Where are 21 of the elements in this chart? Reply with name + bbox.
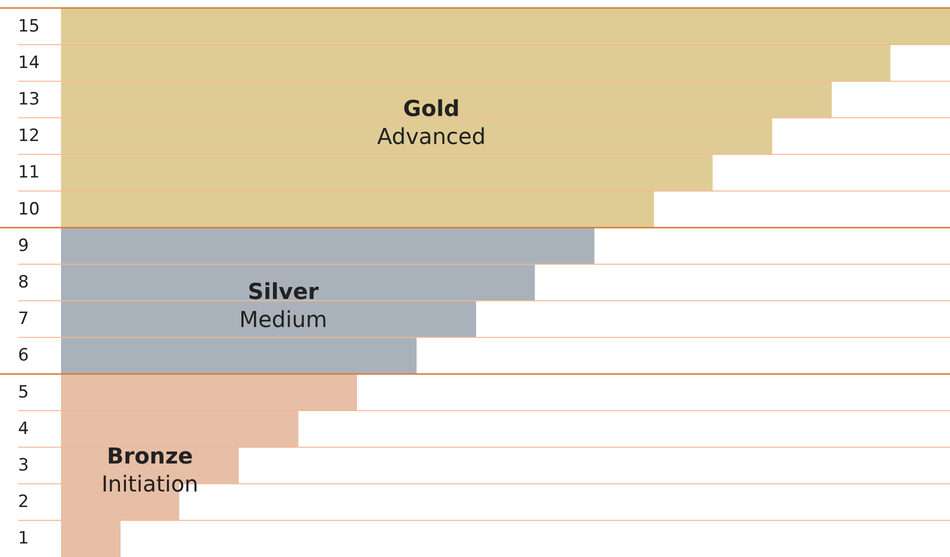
y-tick-label: 12: [18, 126, 40, 146]
y-tick-label: 6: [18, 346, 29, 366]
annotation: Advanced: [377, 124, 486, 150]
y-tick-label: 1: [18, 528, 29, 549]
series-label: Bronze: [106, 444, 193, 470]
y-tick-label: 5: [18, 382, 29, 402]
y-tick-label: 11: [18, 162, 40, 183]
y-tick-label: 10: [18, 199, 40, 220]
series-label: Gold: [403, 96, 460, 122]
y-tick-label: 15: [18, 16, 40, 36]
annotation: Initiation: [101, 472, 198, 498]
annotation: Medium: [239, 308, 328, 333]
y-tick-label: 2: [18, 492, 29, 512]
y-tick-label: 3: [18, 456, 29, 476]
y-tick-label: 14: [18, 52, 40, 73]
y-tick-label: 4: [18, 418, 29, 439]
y-tick-label: 8: [18, 272, 29, 292]
y-tick-label: 13: [18, 90, 40, 110]
y-tick-label: 9: [18, 236, 29, 256]
y-tick-label: 7: [18, 309, 29, 330]
series-label: Silver: [248, 280, 319, 305]
